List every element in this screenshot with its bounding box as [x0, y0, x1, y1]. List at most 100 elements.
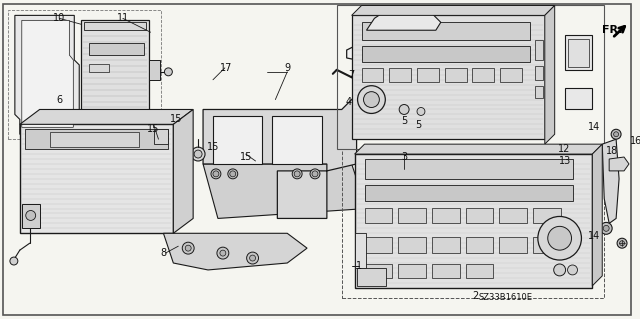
- Circle shape: [191, 147, 205, 161]
- Bar: [351, 15, 545, 139]
- Text: 7: 7: [349, 70, 355, 80]
- Circle shape: [217, 247, 229, 259]
- Bar: [25, 129, 168, 149]
- Bar: [365, 264, 392, 278]
- Bar: [378, 12, 408, 26]
- Bar: [445, 68, 467, 82]
- Bar: [398, 237, 426, 253]
- Bar: [355, 154, 593, 288]
- Bar: [84, 22, 146, 30]
- Circle shape: [294, 171, 300, 177]
- Bar: [365, 159, 573, 179]
- Bar: [49, 132, 139, 147]
- Circle shape: [417, 108, 425, 115]
- Bar: [148, 60, 161, 80]
- Circle shape: [29, 74, 40, 86]
- Bar: [432, 237, 460, 253]
- Bar: [398, 208, 426, 223]
- Bar: [273, 116, 322, 164]
- Bar: [22, 204, 40, 228]
- Bar: [362, 68, 383, 82]
- Bar: [564, 35, 593, 70]
- Bar: [362, 22, 530, 40]
- Bar: [342, 149, 604, 298]
- Bar: [337, 5, 604, 149]
- Bar: [365, 185, 573, 201]
- Circle shape: [431, 50, 451, 70]
- Text: 10: 10: [53, 13, 65, 23]
- Circle shape: [538, 217, 581, 260]
- Circle shape: [211, 169, 221, 179]
- Polygon shape: [351, 5, 555, 15]
- Bar: [411, 14, 433, 26]
- Circle shape: [292, 169, 302, 179]
- Circle shape: [554, 264, 566, 276]
- Text: 11: 11: [116, 13, 129, 23]
- Text: SZ33B1610E: SZ33B1610E: [478, 293, 532, 302]
- Circle shape: [10, 257, 18, 265]
- Circle shape: [23, 68, 47, 92]
- Circle shape: [164, 68, 172, 76]
- Circle shape: [611, 129, 621, 139]
- Circle shape: [194, 150, 202, 158]
- Circle shape: [364, 92, 380, 108]
- Bar: [365, 237, 392, 253]
- Circle shape: [365, 50, 385, 70]
- Text: 2: 2: [472, 291, 479, 301]
- Text: 4: 4: [346, 97, 352, 107]
- Text: 1: 1: [355, 261, 362, 271]
- Bar: [564, 88, 593, 109]
- Text: 14: 14: [588, 231, 600, 241]
- Bar: [499, 208, 527, 223]
- Circle shape: [356, 78, 362, 84]
- Bar: [355, 233, 367, 268]
- Bar: [465, 237, 493, 253]
- Circle shape: [26, 211, 36, 220]
- Circle shape: [185, 245, 191, 251]
- Circle shape: [604, 225, 609, 231]
- Text: 9: 9: [284, 63, 291, 73]
- Bar: [389, 68, 411, 82]
- Circle shape: [436, 55, 445, 65]
- Circle shape: [548, 226, 572, 250]
- Circle shape: [358, 86, 385, 114]
- Circle shape: [220, 250, 226, 256]
- Polygon shape: [355, 144, 602, 154]
- Circle shape: [369, 55, 380, 65]
- Polygon shape: [367, 8, 441, 30]
- Polygon shape: [593, 144, 602, 286]
- Bar: [89, 64, 109, 72]
- Polygon shape: [609, 157, 629, 171]
- Bar: [8, 11, 161, 139]
- Bar: [356, 268, 387, 286]
- Polygon shape: [347, 25, 465, 60]
- Polygon shape: [20, 109, 193, 124]
- Text: 14: 14: [588, 122, 600, 132]
- Polygon shape: [545, 5, 555, 144]
- Bar: [365, 208, 392, 223]
- Circle shape: [620, 241, 625, 246]
- Polygon shape: [15, 15, 79, 134]
- Text: 5: 5: [415, 120, 421, 130]
- Circle shape: [310, 169, 320, 179]
- Bar: [81, 20, 148, 129]
- Text: 3: 3: [401, 152, 407, 162]
- Bar: [89, 43, 143, 55]
- Text: 5: 5: [401, 116, 407, 126]
- Polygon shape: [602, 139, 619, 223]
- Bar: [20, 124, 173, 233]
- Circle shape: [213, 171, 219, 177]
- Text: 13: 13: [559, 156, 571, 166]
- Bar: [535, 40, 543, 60]
- Text: 12: 12: [559, 144, 571, 154]
- Polygon shape: [163, 233, 307, 270]
- Text: FR.: FR.: [602, 25, 623, 35]
- Polygon shape: [22, 20, 74, 127]
- Bar: [213, 116, 262, 164]
- Bar: [432, 208, 460, 223]
- Bar: [535, 86, 543, 98]
- Circle shape: [182, 242, 194, 254]
- Polygon shape: [173, 109, 193, 233]
- Text: 6: 6: [56, 94, 63, 105]
- Bar: [398, 264, 426, 278]
